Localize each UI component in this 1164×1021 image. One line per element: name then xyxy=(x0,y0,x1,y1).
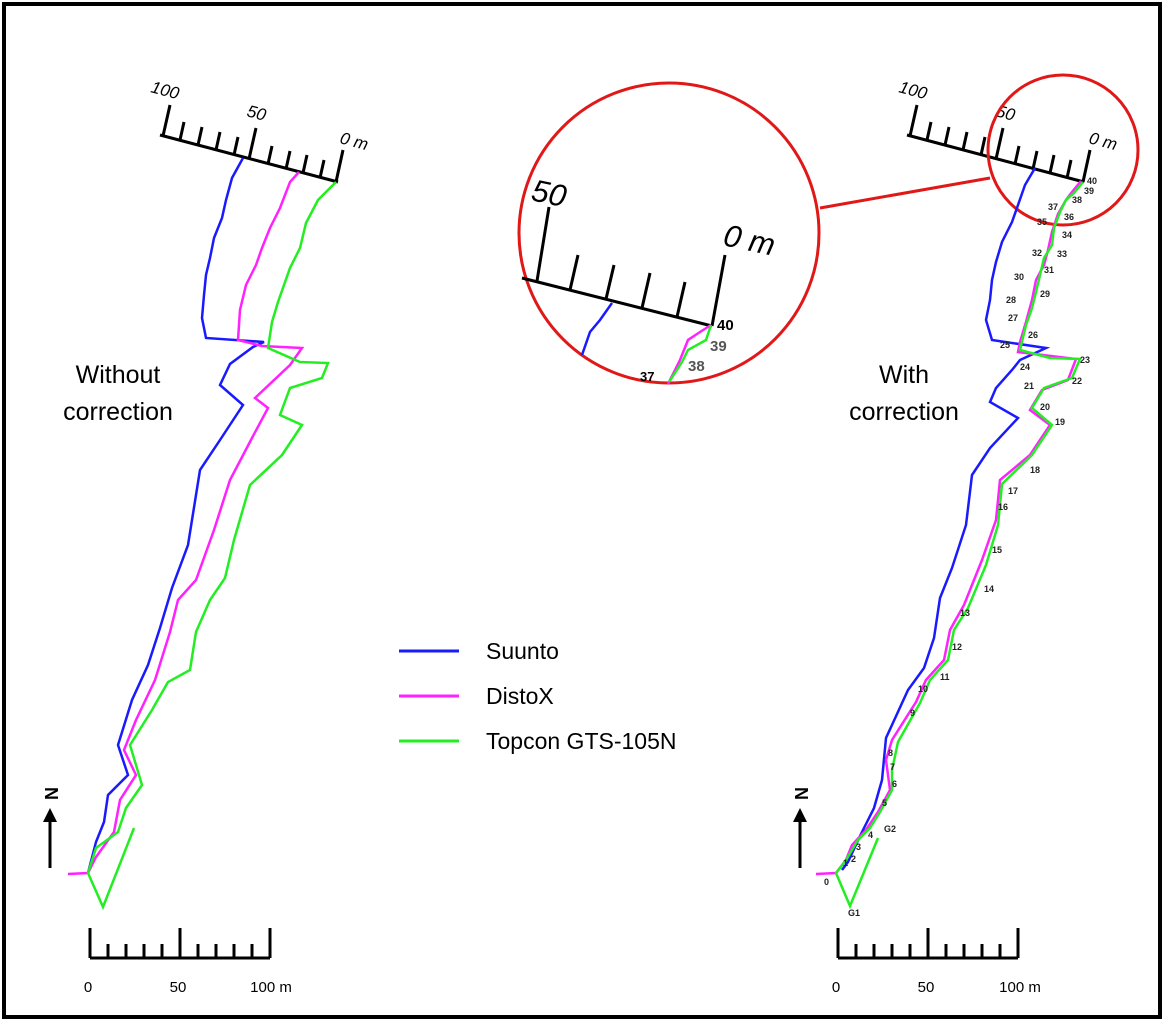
legend: Suunto DistoX Topcon GTS-105N xyxy=(399,638,676,754)
right-bottom-scale-0: 0 xyxy=(832,979,840,996)
station-28: 28 xyxy=(1006,295,1016,305)
station-5: 5 xyxy=(882,798,887,808)
left-distox-line xyxy=(67,171,305,876)
left-rotated-scale xyxy=(159,104,345,184)
left-scale-tick-50: 50 xyxy=(245,102,269,125)
zoom-inset: 50 0 m 40 39 38 37 xyxy=(517,81,991,385)
left-bottom-scale-0: 0 xyxy=(84,979,92,996)
legend-label-topcon: Topcon GTS-105N xyxy=(486,728,676,754)
left-north-label: N xyxy=(42,787,62,800)
station-14: 14 xyxy=(984,584,994,594)
station-35: 35 xyxy=(1037,217,1047,227)
station-11: 11 xyxy=(940,672,950,682)
station-25: 25 xyxy=(1000,340,1010,350)
station-36: 36 xyxy=(1064,212,1074,222)
right-bottom-scale-100: 100 m xyxy=(999,979,1041,996)
right-bottom-scale xyxy=(836,928,1020,960)
station-G2: G2 xyxy=(884,824,896,834)
legend-label-suunto: Suunto xyxy=(486,638,559,664)
right-panel-label-line2: correction xyxy=(849,398,959,426)
station-18: 18 xyxy=(1030,465,1040,475)
right-north-arrow: N xyxy=(792,787,812,868)
right-distox-line xyxy=(815,180,1082,876)
right-panel-label-line1: With xyxy=(879,361,929,389)
zoom-station-38: 38 xyxy=(688,358,705,375)
right-panel: 100 50 0 m 40 39 38 37 36 35 34 33 32 31… xyxy=(792,73,1140,996)
station-39: 39 xyxy=(1084,186,1094,196)
right-bottom-scale-50: 50 xyxy=(918,979,935,996)
left-north-arrow: N xyxy=(42,787,62,868)
station-10: 10 xyxy=(918,684,928,694)
left-bottom-scale xyxy=(88,928,272,960)
station-2: 2 xyxy=(851,854,856,864)
station-40: 40 xyxy=(1087,176,1097,186)
station-38: 38 xyxy=(1072,195,1082,205)
left-panel: 100 50 0 m Without correction N xyxy=(42,78,370,996)
left-scale-tick-100: 100 xyxy=(149,78,182,104)
station-7: 7 xyxy=(890,762,895,772)
right-rotated-scale xyxy=(906,104,1092,184)
right-scale-tick-0: 0 m xyxy=(1087,129,1119,155)
left-bottom-scale-50: 50 xyxy=(170,979,187,996)
station-24: 24 xyxy=(1020,362,1030,372)
legend-label-distox: DistoX xyxy=(486,683,554,709)
station-15: 15 xyxy=(992,545,1002,555)
right-north-label: N xyxy=(792,787,812,800)
station-16: 16 xyxy=(998,502,1008,512)
station-21: 21 xyxy=(1024,381,1034,391)
station-17: 17 xyxy=(1008,486,1018,496)
station-37: 37 xyxy=(1048,202,1058,212)
station-23: 23 xyxy=(1080,355,1090,365)
left-suunto-line xyxy=(86,157,265,874)
zoom-suunto-line xyxy=(580,302,614,356)
zoom-connector-line xyxy=(819,176,991,210)
station-6: 6 xyxy=(892,779,897,789)
zoom-station-40: 40 xyxy=(717,317,734,334)
right-suunto-line xyxy=(841,167,1051,871)
station-27: 27 xyxy=(1008,313,1018,323)
right-topcon-line xyxy=(834,181,1084,910)
left-panel-label-line2: correction xyxy=(63,398,173,426)
left-panel-label-line1: Without xyxy=(76,361,161,389)
station-31: 31 xyxy=(1044,265,1054,275)
station-labels: 40 39 38 37 36 35 34 33 32 31 30 29 28 2… xyxy=(824,176,1097,918)
zoom-scale xyxy=(521,206,727,328)
station-13: 13 xyxy=(960,608,970,618)
zoom-station-37: 37 xyxy=(640,369,654,384)
zoom-distox-line xyxy=(666,323,712,385)
station-22: 22 xyxy=(1072,376,1082,386)
station-1: 1 xyxy=(843,858,848,868)
highlight-circle xyxy=(986,73,1140,227)
station-0: 0 xyxy=(824,877,829,887)
zoom-station-39: 39 xyxy=(710,338,727,355)
station-3: 3 xyxy=(856,842,861,852)
zoom-topcon-line xyxy=(667,324,713,383)
station-32: 32 xyxy=(1032,248,1042,258)
station-12: 12 xyxy=(952,642,962,652)
station-29: 29 xyxy=(1040,289,1050,299)
left-topcon-line xyxy=(86,181,337,911)
station-8: 8 xyxy=(888,748,893,758)
station-30: 30 xyxy=(1014,272,1024,282)
station-20: 20 xyxy=(1040,402,1050,412)
station-G1: G1 xyxy=(848,908,860,918)
station-19: 19 xyxy=(1055,417,1065,427)
zoom-scale-tick-50: 50 xyxy=(529,173,570,214)
station-9: 9 xyxy=(910,708,915,718)
station-34: 34 xyxy=(1062,230,1072,240)
right-scale-tick-100: 100 xyxy=(897,78,930,104)
station-26: 26 xyxy=(1028,330,1038,340)
left-bottom-scale-100: 100 m xyxy=(250,979,292,996)
station-4: 4 xyxy=(868,830,873,840)
station-33: 33 xyxy=(1057,249,1067,259)
